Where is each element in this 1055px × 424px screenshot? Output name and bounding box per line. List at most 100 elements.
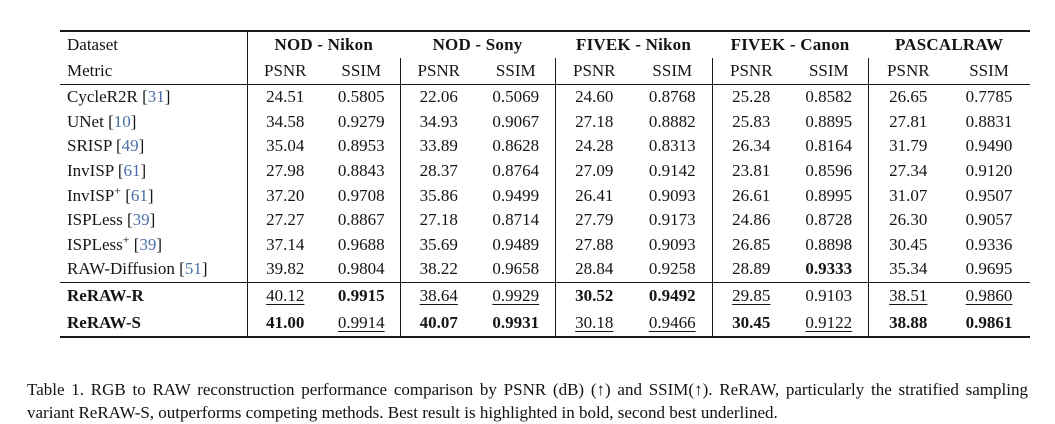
citation-bracket-close: ]	[147, 185, 154, 205]
value-cell: 0.9120	[965, 161, 1013, 181]
value-cell: 0.9489	[492, 234, 540, 254]
value-cell: 0.8995	[805, 185, 853, 205]
value-cell: 26.61	[711, 183, 791, 208]
value-cell: 0.8313	[648, 136, 696, 156]
value-cell: 0.8164	[805, 136, 853, 156]
table-row: ReRAW-S 41.00 0.9914 40.07 0.9931 30.18 0.9466…	[60, 309, 1030, 337]
value-cell: 0.5805	[337, 87, 385, 107]
citation-link[interactable]: 10	[113, 111, 131, 131]
value-cell: 22.06	[399, 84, 477, 110]
value-cell: 39.82	[246, 257, 323, 283]
value-cell: 0.8882	[648, 111, 696, 131]
value-cell: 0.9333	[805, 259, 853, 279]
method-cell: RAW-Diffusion [51]	[60, 257, 247, 282]
method-name: InvISP	[67, 161, 114, 181]
results-table: Dataset NOD - Nikon NOD - Sony FIVEK - Niko…	[60, 30, 1031, 338]
value-cell: 0.8867	[337, 210, 385, 230]
value-cell: 0.8596	[805, 161, 853, 181]
citation-link[interactable]: 39	[139, 234, 157, 254]
value-cell: 0.8714	[492, 210, 540, 230]
value-cell: 0.8628	[492, 136, 540, 156]
value-cell: 25.83	[711, 109, 791, 135]
value-cell: 0.5069	[492, 87, 540, 107]
value-cell: 34.58	[246, 109, 323, 135]
metric-header-psnr: PSNR	[399, 58, 477, 85]
method-cell: ISPLess+ [39]	[60, 233, 247, 258]
dataset-label: Dataset	[67, 35, 118, 54]
value-cell: 25.28	[711, 84, 791, 110]
value-cell: 0.9279	[337, 111, 385, 131]
value-cell: 0.8582	[805, 87, 853, 107]
superscript-plus: +	[122, 232, 130, 247]
citation-bracket-open: [	[117, 161, 124, 181]
group-header: PASCALRAW	[894, 35, 1004, 54]
value-cell: 0.9915	[337, 286, 385, 305]
citation-bracket-open: [	[108, 111, 114, 131]
value-cell: 31.79	[867, 134, 949, 159]
citation-link[interactable]: 61	[123, 161, 141, 181]
method-cell: UNet [10]	[60, 110, 247, 135]
metric-header-ssim: SSIM	[495, 61, 536, 80]
citation-link[interactable]: 39	[132, 210, 150, 230]
value-cell: 0.8843	[337, 161, 385, 181]
value-cell: 0.8953	[337, 136, 385, 156]
method-name: UNet	[67, 111, 104, 131]
table-body-methods: CycleR2R [31] 24.51 0.5805 22.06 0.5069 24.60…	[60, 84, 1031, 283]
metric-header-psnr: PSNR	[246, 58, 323, 85]
metric-header-psnr: PSNR	[711, 58, 791, 85]
group-header: FIVEK - Nikon	[576, 35, 692, 54]
value-cell: 0.8764	[492, 161, 540, 181]
value-cell: 0.9490	[965, 136, 1013, 156]
metric-label: Metric	[67, 61, 113, 80]
value-cell: 37.14	[246, 232, 323, 258]
value-cell: 0.9466	[648, 312, 696, 332]
citation-bracket-open: [	[142, 87, 148, 107]
value-cell: 0.9860	[965, 286, 1013, 305]
citation-link[interactable]: 51	[184, 259, 202, 279]
citation-link[interactable]: 49	[121, 136, 139, 156]
value-cell: 0.7785	[965, 87, 1013, 107]
method-cell: CycleR2R [31]	[60, 85, 247, 110]
method-cell: SRISP [49]	[60, 134, 247, 159]
value-cell: 0.9336	[965, 234, 1013, 254]
citation-bracket-close: ]	[156, 234, 163, 254]
value-cell: 28.89	[711, 257, 791, 283]
value-cell: 0.9804	[337, 259, 385, 279]
citation-bracket-open: [	[179, 259, 185, 279]
value-cell: 0.9093	[648, 234, 696, 254]
value-cell: 27.79	[554, 207, 634, 233]
citation-link[interactable]: 61	[130, 185, 148, 205]
value-cell: 38.22	[399, 257, 477, 283]
value-cell: 37.20	[246, 183, 323, 208]
value-cell: 0.9861	[965, 312, 1013, 332]
value-cell: 0.9122	[805, 312, 853, 332]
citation-bracket-open: [	[115, 136, 122, 156]
table-header: Dataset NOD - Nikon NOD - Sony FIVEK - Niko…	[60, 31, 1031, 85]
value-cell: 0.9093	[648, 185, 696, 205]
citation-bracket-close: ]	[164, 87, 171, 107]
value-cell: 0.8831	[965, 111, 1013, 131]
value-cell: 27.18	[554, 109, 634, 135]
value-cell: 0.8898	[805, 234, 853, 254]
value-cell: 0.9914	[337, 312, 385, 332]
value-cell: 40.12	[246, 282, 323, 310]
value-cell: 0.9695	[965, 259, 1013, 279]
citation-link[interactable]: 31	[147, 87, 165, 107]
method-name: RAW-Diffusion	[67, 259, 175, 279]
value-cell: 0.9658	[492, 259, 540, 279]
value-cell: 27.09	[554, 158, 634, 184]
metric-header-psnr: PSNR	[554, 58, 634, 85]
method-cell: ReRAW-S	[60, 309, 247, 337]
table-row: ISPLess [39] 27.27 0.8867 27.18 0.8714 27.79 0…	[60, 207, 1030, 233]
value-cell: 24.86	[711, 207, 791, 233]
method-name: InvISP	[67, 185, 115, 205]
value-cell: 35.04	[246, 134, 323, 159]
value-cell: 29.85	[711, 282, 791, 310]
value-cell: 38.51	[867, 282, 949, 310]
method-name: ReRAW-S	[67, 312, 141, 332]
table-row: InvISP [61] 27.98 0.8843 28.37 0.8764 27.09 0.…	[60, 158, 1030, 184]
value-cell: 28.84	[554, 257, 634, 283]
value-cell: 23.81	[711, 158, 791, 184]
value-cell: 0.9931	[492, 312, 540, 332]
table-row: RAW-Diffusion [51] 39.82 0.9804 38.22 0.9658…	[60, 257, 1030, 283]
